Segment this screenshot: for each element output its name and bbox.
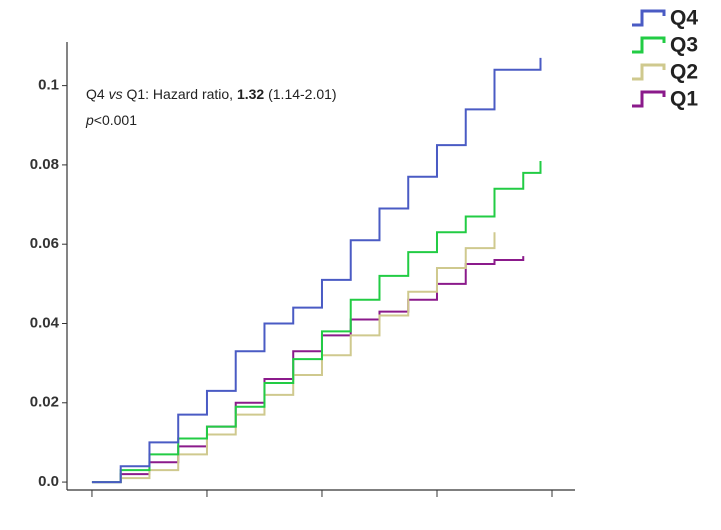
step-line (91, 256, 525, 484)
step-line (91, 57, 542, 484)
legend-swatch (632, 36, 666, 54)
annotation-part: Q4 (86, 86, 109, 102)
annotation-part: <0.001 (94, 112, 137, 128)
legend-label: Q3 (670, 34, 698, 57)
legend-label: Q2 (670, 61, 698, 84)
annotation-line1: Q4 vs Q1: Hazard ratio, 1.32 (1.14-2.01) (86, 86, 337, 102)
annotation-part: Q1: Hazard ratio, (123, 86, 237, 102)
annotation-part: vs (109, 86, 123, 102)
legend-label: Q4 (670, 7, 698, 30)
annotation-part: (1.14-2.01) (264, 86, 336, 102)
legend-label: Q1 (670, 88, 698, 111)
legend-swatch (632, 90, 666, 108)
step-line (91, 160, 542, 484)
annotation-part: 1.32 (237, 86, 264, 102)
y-tick-label: 0.04 (30, 314, 60, 331)
y-tick-label: 0.0 (38, 473, 59, 490)
annotation-line2: p<0.001 (85, 112, 137, 128)
legend-swatch (632, 9, 666, 27)
y-tick-label: 0.08 (30, 156, 59, 173)
y-tick-label: 0.02 (30, 394, 59, 411)
legend-swatch (632, 63, 666, 81)
y-tick-label: 0.06 (30, 235, 59, 252)
y-tick-label: 0.1 (38, 77, 59, 94)
annotation-part: p (85, 112, 94, 128)
